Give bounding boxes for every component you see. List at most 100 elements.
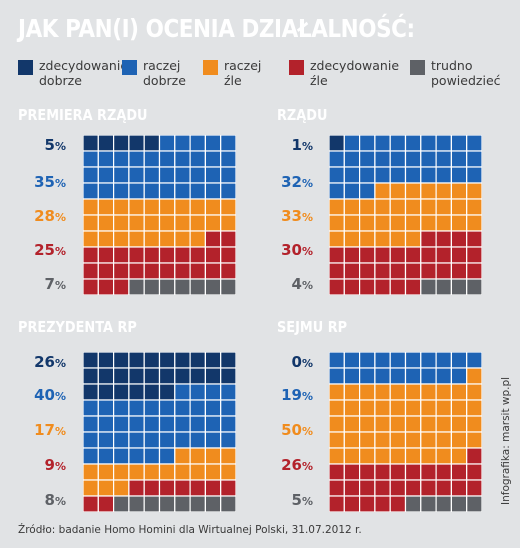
pct-label: 26% <box>34 353 66 371</box>
waffle-panel-rzadu: RZĄDU 1% 32% 33% 30% 4% <box>277 106 502 302</box>
waffle-cell <box>113 495 130 512</box>
waffle-cell <box>83 262 99 280</box>
waffle-cell <box>359 214 376 232</box>
waffle-cell <box>113 383 130 401</box>
waffle-cell <box>435 182 452 200</box>
waffle-cell <box>113 198 130 216</box>
waffle-cell <box>158 230 176 248</box>
waffle-cell <box>343 135 361 152</box>
waffle-cell <box>420 262 437 280</box>
waffle-cell <box>450 383 468 401</box>
waffle-grid <box>83 135 236 295</box>
legend-label: raczej dobrze <box>143 58 186 88</box>
waffle-cell <box>113 166 130 184</box>
waffle-cell <box>359 150 376 168</box>
waffle-cell <box>420 415 437 433</box>
waffle-cell <box>466 278 482 295</box>
waffle-cell <box>374 166 391 184</box>
waffle-cell <box>97 182 115 200</box>
waffle-cell <box>128 230 145 248</box>
waffle-cell <box>220 352 236 369</box>
waffle-cell <box>158 166 176 184</box>
waffle-cell <box>389 352 407 369</box>
waffle-cell <box>435 230 452 248</box>
waffle-cell <box>359 166 376 184</box>
waffle-cell <box>128 278 145 295</box>
waffle-cell <box>220 479 236 497</box>
waffle-cell <box>450 399 468 417</box>
waffle-cell <box>404 463 422 481</box>
waffle-cell <box>343 214 361 232</box>
waffle-cell <box>189 367 206 385</box>
waffle-cell <box>143 278 161 295</box>
waffle-cell <box>450 431 468 449</box>
waffle-cell <box>97 415 115 433</box>
waffle-cell <box>329 463 345 481</box>
waffle-cell <box>359 463 376 481</box>
waffle-cell <box>450 447 468 465</box>
waffle-cell <box>83 135 99 152</box>
waffle-cell <box>220 367 236 385</box>
waffle-cell <box>329 399 345 417</box>
waffle-cell <box>189 246 206 264</box>
waffle-cell <box>389 495 407 512</box>
waffle-cell <box>113 352 130 369</box>
waffle-cell <box>113 214 130 232</box>
waffle-cell <box>404 367 422 385</box>
waffle-cell <box>420 182 437 200</box>
waffle-cell <box>189 214 206 232</box>
waffle-cell <box>128 198 145 216</box>
waffle-cell <box>143 431 161 449</box>
waffle-cell <box>158 246 176 264</box>
waffle-cell <box>329 278 345 295</box>
waffle-cell <box>420 278 437 295</box>
waffle-cell <box>204 214 222 232</box>
waffle-cell <box>143 246 161 264</box>
waffle-cell <box>97 166 115 184</box>
waffle-cell <box>83 415 99 433</box>
waffle-cell <box>404 166 422 184</box>
waffle-cell <box>450 262 468 280</box>
waffle-cell <box>174 495 191 512</box>
waffle-cell <box>389 198 407 216</box>
waffle-cell <box>113 367 130 385</box>
waffle-cell <box>420 495 437 512</box>
waffle-cell <box>158 198 176 216</box>
waffle-cell <box>174 246 191 264</box>
waffle-cell <box>359 278 376 295</box>
waffle-cell <box>343 447 361 465</box>
waffle-cell <box>389 367 407 385</box>
waffle-cell <box>435 198 452 216</box>
legend-swatch <box>289 60 304 75</box>
waffle-cell <box>359 135 376 152</box>
waffle-cell <box>158 182 176 200</box>
waffle-cell <box>158 214 176 232</box>
waffle-cell <box>83 166 99 184</box>
waffle-cell <box>343 463 361 481</box>
waffle-cell <box>359 399 376 417</box>
waffle-cell <box>97 262 115 280</box>
waffle-cell <box>97 246 115 264</box>
waffle-cell <box>220 447 236 465</box>
waffle-cell <box>450 182 468 200</box>
waffle-cell <box>97 479 115 497</box>
waffle-cell <box>143 182 161 200</box>
waffle-cell <box>174 479 191 497</box>
waffle-cell <box>158 367 176 385</box>
waffle-cell <box>220 230 236 248</box>
legend-item-trudno-powiedziec: trudno powiedzieć <box>410 58 501 88</box>
waffle-cell <box>189 479 206 497</box>
waffle-cell <box>404 352 422 369</box>
waffle-cell <box>374 383 391 401</box>
waffle-cell <box>343 352 361 369</box>
waffle-cell <box>404 447 422 465</box>
waffle-cell <box>204 383 222 401</box>
waffle-cell <box>189 150 206 168</box>
waffle-cell <box>220 166 236 184</box>
waffle-cell <box>359 230 376 248</box>
waffle-cell <box>466 447 482 465</box>
waffle-cell <box>83 447 99 465</box>
waffle-cell <box>128 479 145 497</box>
waffle-cell <box>97 463 115 481</box>
waffle-cell <box>128 262 145 280</box>
